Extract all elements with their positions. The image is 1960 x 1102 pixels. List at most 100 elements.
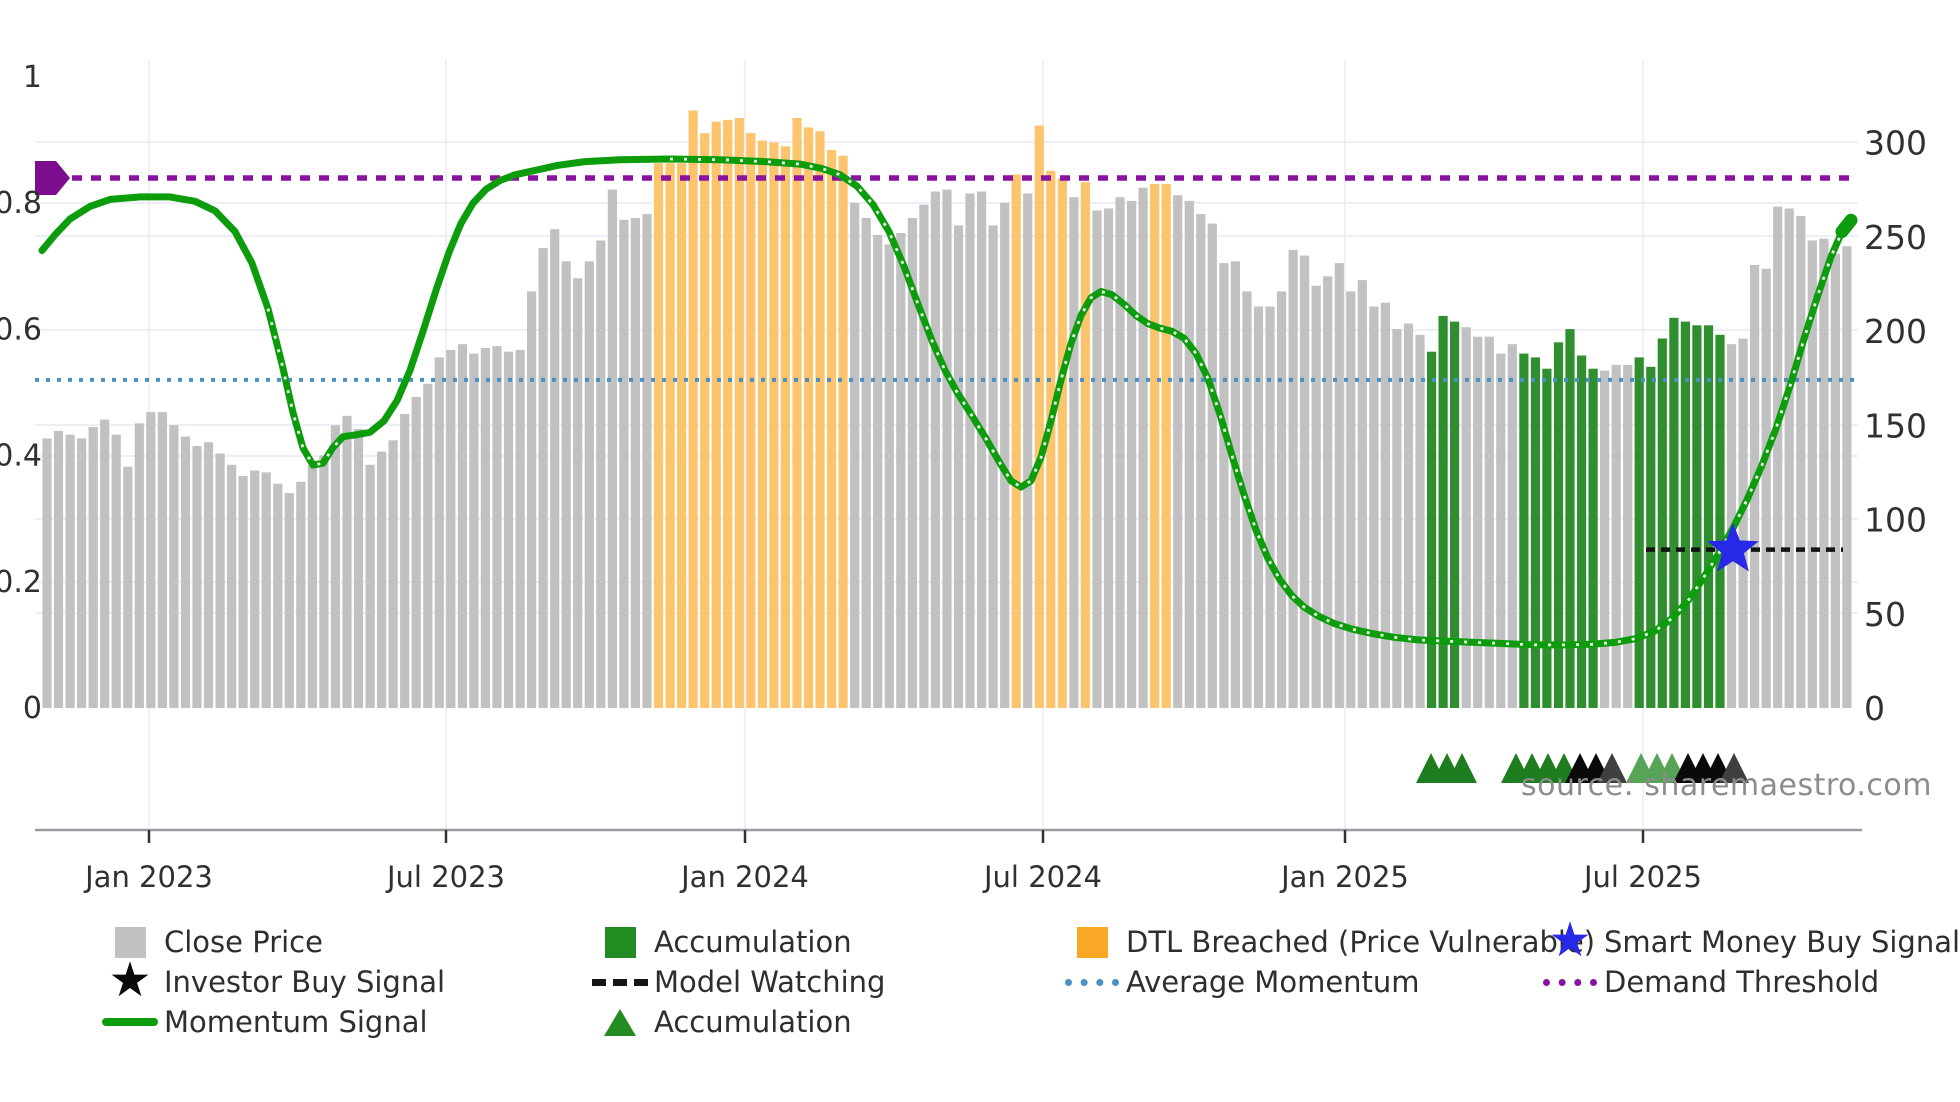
price-bar — [1403, 323, 1414, 708]
price-bar — [1069, 197, 1079, 708]
price-bar — [780, 146, 790, 709]
price-bar — [596, 240, 606, 708]
price-bar — [734, 118, 744, 708]
price-bar — [1207, 223, 1217, 708]
price-bar — [700, 133, 710, 709]
price-bar — [884, 244, 894, 709]
price-bar — [457, 344, 467, 708]
price-bar — [1057, 178, 1067, 709]
y-tick-label-right: 200 — [1864, 312, 1927, 351]
price-bar — [1634, 357, 1644, 708]
price-bar — [1600, 370, 1610, 708]
price-bar — [769, 142, 779, 708]
price-bar — [146, 412, 156, 708]
price-bar — [1230, 261, 1240, 708]
price-bar — [434, 357, 444, 708]
price-bar — [1369, 306, 1379, 708]
price-bar — [607, 189, 617, 709]
price-bar — [838, 155, 848, 708]
price-bar — [977, 191, 987, 708]
y-tick-label-right: 0 — [1864, 689, 1885, 728]
price-bar — [134, 423, 144, 708]
price-bar — [215, 453, 225, 708]
legend-label: Accumulation — [654, 1005, 852, 1039]
price-bar — [307, 464, 317, 708]
price-bar — [1000, 202, 1010, 709]
legend-label: Smart Money Buy Signal — [1604, 925, 1960, 959]
y-tick-label-left: 1 — [23, 60, 42, 95]
price-bar — [584, 261, 594, 708]
price-bar — [711, 121, 721, 709]
price-bar — [65, 434, 75, 708]
price-bar — [792, 118, 802, 708]
price-bar — [1334, 263, 1344, 708]
price-bar — [953, 225, 964, 708]
price-bar — [480, 348, 490, 708]
legend-label: Average Momentum — [1126, 965, 1420, 999]
price-bar — [1161, 184, 1171, 708]
legend-label: Demand Threshold — [1604, 965, 1880, 999]
price-bar — [1715, 334, 1725, 708]
price-bar — [1680, 321, 1690, 708]
price-bar — [377, 451, 387, 708]
price-bar — [1450, 321, 1460, 708]
price-bar — [42, 438, 52, 708]
price-bar — [573, 278, 583, 708]
price-bar — [1484, 336, 1494, 708]
price-bar — [850, 202, 860, 709]
price-bar — [1496, 353, 1506, 708]
price-bar — [88, 427, 98, 708]
price-bar — [1323, 276, 1333, 708]
investor-triangle-icon — [1597, 753, 1627, 783]
investor-triangle-icon — [1719, 753, 1749, 783]
x-tick-label: Jul 2023 — [385, 860, 505, 894]
price-bar — [1842, 246, 1852, 708]
price-bar — [1092, 210, 1102, 708]
price-bar — [319, 455, 329, 708]
legend-label: Close Price — [164, 925, 323, 959]
price-bar — [550, 229, 560, 708]
price-bar — [1761, 268, 1771, 708]
average-momentum-dotted-icon — [1065, 978, 1119, 986]
price-bar — [1807, 240, 1817, 708]
price-bar — [1392, 329, 1402, 708]
price-bar — [1311, 285, 1321, 708]
legend-item-smart-money-buy: ★ Smart Money Buy Signal — [1536, 916, 1960, 964]
price-bar — [1011, 174, 1021, 708]
price-bar — [1530, 357, 1540, 708]
legend-label: Momentum Signal — [164, 1005, 428, 1039]
price-bar — [1380, 302, 1390, 708]
price-bar — [1046, 170, 1056, 709]
price-bar — [1830, 253, 1840, 708]
price-bar — [919, 204, 929, 708]
price-bar — [619, 219, 629, 709]
price-bar — [1507, 344, 1517, 708]
price-bar — [988, 225, 998, 708]
legend-item-investor-buy: ★ Investor Buy Signal — [96, 956, 445, 1004]
price-bar — [677, 163, 687, 708]
price-bar — [1473, 336, 1483, 708]
demand-threshold-marker-icon — [35, 160, 70, 195]
legend-label: DTL Breached (Price Vulnerable) — [1126, 925, 1596, 959]
accumulation-swatch-icon — [604, 926, 636, 958]
close-price-swatch-icon — [114, 926, 146, 958]
price-bar — [1542, 368, 1552, 708]
price-bar — [723, 119, 733, 708]
legend: Close Price Accumulation DTL Breached (P… — [0, 905, 1960, 1102]
price-bar — [907, 217, 917, 708]
price-bar — [1357, 280, 1367, 708]
price-bar — [250, 470, 260, 708]
legend-item-accumulation-bar: Accumulation — [586, 921, 852, 963]
price-bar — [169, 425, 179, 709]
price-bar — [1692, 325, 1702, 708]
price-bar — [1738, 338, 1748, 708]
price-bar — [1427, 351, 1437, 708]
price-bar — [527, 291, 537, 708]
price-bar — [1565, 329, 1575, 708]
x-tick-label: Jul 2025 — [1582, 860, 1702, 894]
y-tick-label-left: 0.6 — [0, 312, 42, 347]
price-bar — [388, 440, 398, 708]
price-bar — [1588, 368, 1598, 708]
